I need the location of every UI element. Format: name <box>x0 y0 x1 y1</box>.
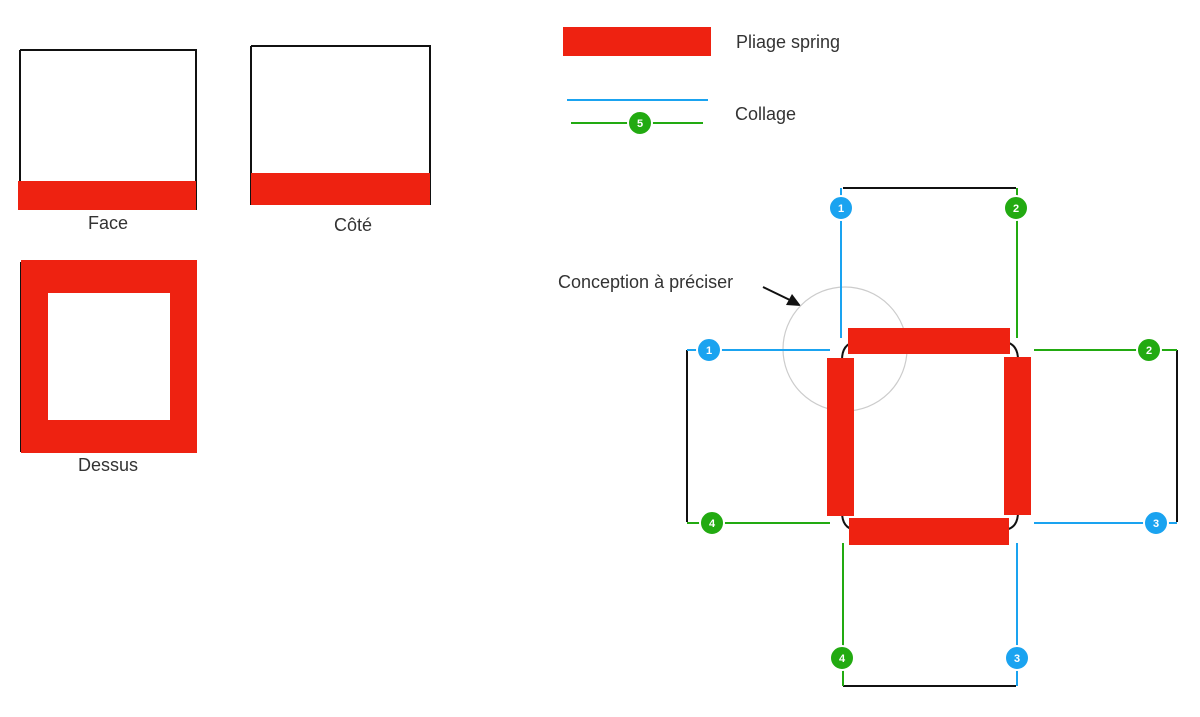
badge-1-left-text: 1 <box>706 345 712 357</box>
face-label: Face <box>88 213 128 233</box>
badge-3-bottom <box>1004 645 1030 671</box>
badge-2-right <box>1136 337 1162 363</box>
top-view: Dessus <box>20 260 197 475</box>
net-fold-top <box>848 328 1010 354</box>
badge-4-bottom <box>829 645 855 671</box>
legend-fold-label: Pliage spring <box>736 32 840 52</box>
legend: Pliage spring 5 Collage <box>563 27 840 136</box>
annotation-label: Conception à préciser <box>558 272 733 292</box>
legend-glue-badge <box>627 110 653 136</box>
badge-3-right-text: 3 <box>1153 518 1159 530</box>
net-fold-right <box>1004 357 1031 515</box>
top-fold-frame <box>21 260 197 453</box>
legend-glue-badge-text: 5 <box>637 118 643 130</box>
annotation-arrow-line <box>762 286 795 303</box>
badge-4-left-text: 4 <box>709 518 716 530</box>
badge-2-top <box>1003 195 1029 221</box>
badge-1-left <box>696 337 722 363</box>
legend-glue-label: Collage <box>735 104 796 124</box>
badge-1-top <box>828 195 854 221</box>
box-net: 1 2 1 2 4 3 4 3 <box>686 187 1178 687</box>
badge-4-left <box>699 510 725 536</box>
side-label: Côté <box>334 215 372 235</box>
top-label: Dessus <box>78 455 138 475</box>
side-view: Côté <box>250 45 431 235</box>
net-fold-left <box>827 358 854 516</box>
badge-2-top-text: 2 <box>1013 203 1019 215</box>
legend-fold-swatch <box>563 27 711 56</box>
net-fold-bottom <box>849 518 1009 545</box>
badge-1-top-text: 1 <box>838 203 844 215</box>
badge-2-right-text: 2 <box>1146 345 1152 357</box>
annotation-arrowhead <box>786 294 801 306</box>
face-fold-strip <box>18 181 196 210</box>
side-fold-strip <box>251 173 430 205</box>
badge-3-right <box>1143 510 1169 536</box>
badge-3-bottom-text: 3 <box>1014 653 1020 665</box>
face-view: Face <box>18 49 197 233</box>
badge-4-bottom-text: 4 <box>839 653 846 665</box>
